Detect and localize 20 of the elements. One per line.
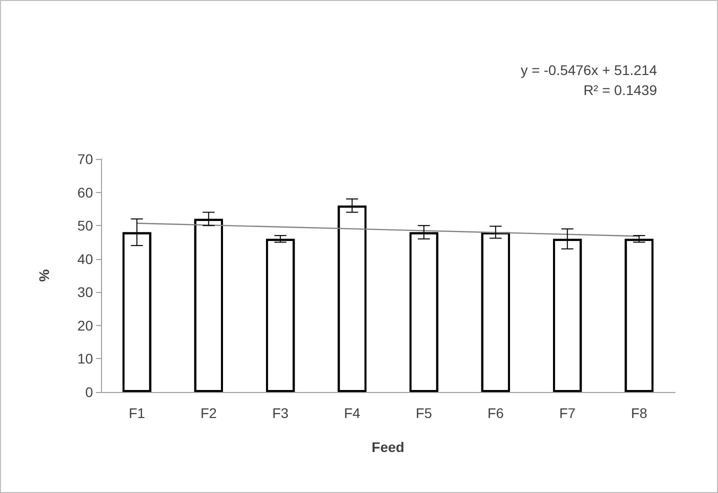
y-axis-title: % bbox=[36, 268, 52, 282]
x-tick-label: F4 bbox=[344, 405, 361, 421]
x-tick-label: F6 bbox=[487, 405, 504, 421]
x-tick-label: F1 bbox=[128, 405, 146, 421]
y-tick-label: 60 bbox=[77, 184, 94, 200]
y-tick-label: 70 bbox=[77, 151, 94, 167]
y-tick-label: 50 bbox=[77, 218, 94, 234]
text: y = -0.5476x + 51.214 bbox=[520, 62, 658, 78]
y-tick-label: 30 bbox=[77, 284, 94, 300]
y-tick-label: 20 bbox=[77, 317, 94, 334]
y-tick-label: 40 bbox=[77, 250, 94, 267]
x-tick-label: F5 bbox=[416, 405, 432, 421]
x-tick-label: F8 bbox=[630, 405, 648, 421]
x-tick-label: F2 bbox=[200, 405, 218, 421]
text: R² = 0.1439 bbox=[583, 82, 658, 98]
x-axis-title: Feed bbox=[372, 439, 404, 455]
y-tick-label: 0 bbox=[85, 384, 94, 400]
x-tick-label: F3 bbox=[272, 405, 289, 421]
x-tick-label: F7 bbox=[559, 405, 576, 421]
y-tick-label: 10 bbox=[77, 350, 94, 367]
